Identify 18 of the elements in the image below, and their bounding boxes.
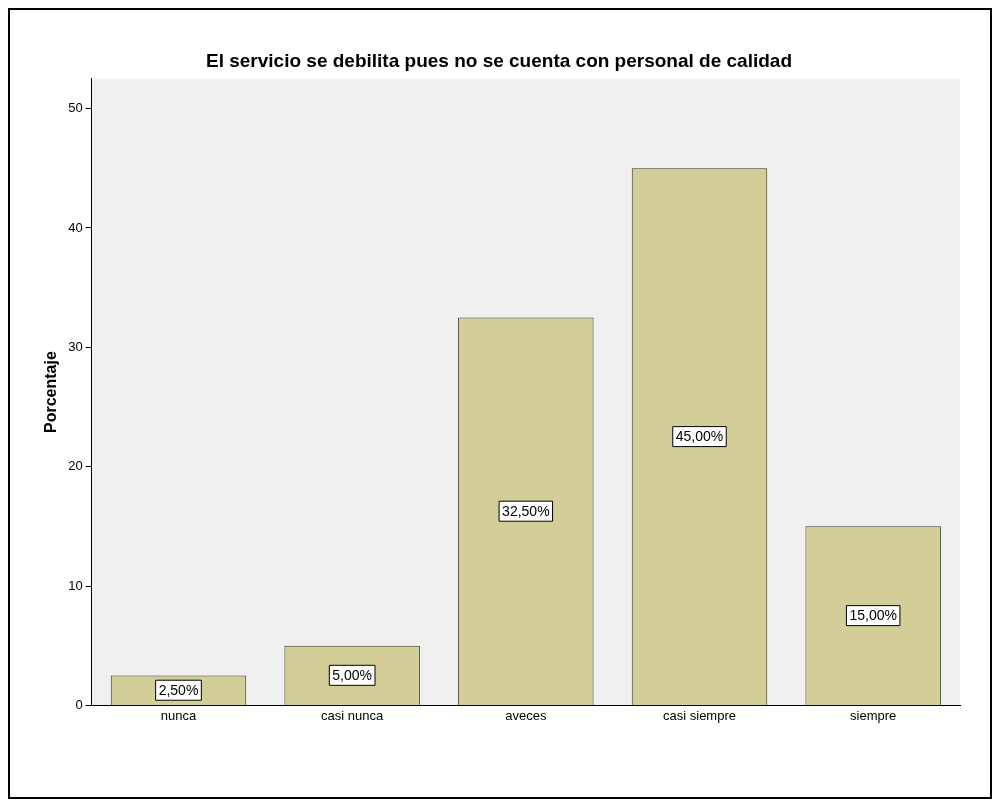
data-label: 2,50% bbox=[158, 682, 199, 699]
y-tick-label: 20 bbox=[68, 458, 83, 474]
y-tick-label: 0 bbox=[75, 696, 83, 712]
data-label: 15,00% bbox=[849, 607, 897, 624]
x-tick-label: casi siempre bbox=[663, 707, 736, 723]
data-label: 5,00% bbox=[332, 667, 373, 684]
chart-title: El servicio se debilita pues no se cuenta con personal de calidad bbox=[205, 49, 793, 71]
y-tick-label: 10 bbox=[68, 577, 83, 593]
data-label: 32,50% bbox=[502, 503, 550, 520]
y-tick-label: 30 bbox=[68, 338, 83, 354]
y-axis-title: Porcentaje bbox=[42, 351, 60, 434]
y-tick-label: 40 bbox=[68, 219, 83, 235]
x-tick-label: siempre bbox=[850, 707, 897, 723]
x-tick-label: nunca bbox=[160, 707, 197, 723]
x-tick-label: casi nunca bbox=[321, 707, 384, 723]
y-tick-label: 50 bbox=[68, 100, 83, 116]
x-tick-label: aveces bbox=[505, 707, 547, 723]
data-label: 45,00% bbox=[675, 428, 724, 445]
